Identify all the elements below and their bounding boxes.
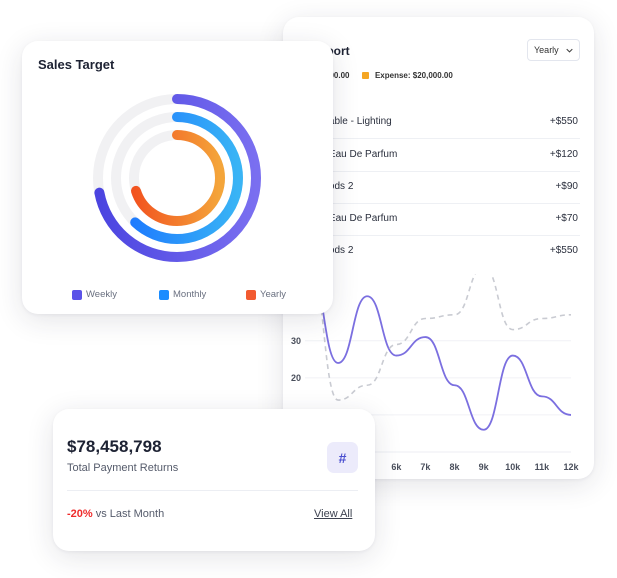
period-select-value: Yearly xyxy=(534,45,559,55)
legend-label: Monthly xyxy=(173,289,207,300)
transaction-amount: +$550 xyxy=(549,245,578,256)
series-line-dashed xyxy=(315,274,572,401)
transaction-row[interactable]: es Saint Eau De Parfum +$120 xyxy=(283,139,580,172)
payment-label: Total Payment Returns xyxy=(67,462,179,474)
y-tick-label: 20 xyxy=(291,373,301,383)
change-text: vs Last Month xyxy=(92,508,165,520)
legend-weekly: Weekly xyxy=(72,289,117,300)
legend-label: Yearly xyxy=(260,289,287,300)
series-line-solid xyxy=(314,274,572,431)
sales-target-card: Sales Target Weekly Monthly Yearly xyxy=(22,41,333,314)
transaction-row[interactable]: es Saint Eau De Parfum +$70 xyxy=(283,203,580,236)
payment-change: -20% vs Last Month xyxy=(67,508,164,520)
view-all-link[interactable]: View All xyxy=(314,508,353,520)
ring-weekly xyxy=(93,94,261,262)
legend-swatch xyxy=(246,289,256,300)
transaction-amount: +$120 xyxy=(549,149,578,160)
transaction-name: es Saint Eau De Parfum xyxy=(290,149,398,160)
legend-yearly: Yearly xyxy=(246,289,286,300)
payment-amount: $78,458,798 xyxy=(67,437,162,456)
expense-swatch xyxy=(361,72,369,79)
x-tick-label: 8k xyxy=(450,462,461,472)
change-percent: -20% xyxy=(67,508,93,520)
ring-yearly xyxy=(129,130,225,226)
legend-swatch xyxy=(159,289,169,300)
transaction-name: es Saint Eau De Parfum xyxy=(290,213,398,224)
transaction-amount: +$550 xyxy=(549,116,578,127)
transaction-amount: +$70 xyxy=(555,213,578,224)
x-tick-label: 12k xyxy=(563,462,579,472)
chevron-down-icon xyxy=(566,48,573,53)
x-tick-label: 9k xyxy=(479,462,490,472)
transaction-amount: +$90 xyxy=(555,181,578,192)
legend-swatch xyxy=(72,289,82,300)
legend-label: Weekly xyxy=(86,289,117,300)
x-tick-label: 10k xyxy=(505,462,521,472)
sales-target-rings xyxy=(93,94,261,262)
x-tick-label: 6k xyxy=(391,462,402,472)
divider xyxy=(67,490,358,491)
legend-monthly: Monthly xyxy=(159,289,206,300)
period-select[interactable]: Yearly xyxy=(527,39,580,61)
expense-value: $20,000.00 xyxy=(412,71,453,80)
x-tick-label: 11k xyxy=(535,462,551,472)
hash-icon[interactable]: # xyxy=(327,442,358,473)
transaction-row[interactable]: harger Cable - Lighting +$550 xyxy=(283,106,580,139)
ring-monthly xyxy=(111,112,243,244)
transaction-name: harger Cable - Lighting xyxy=(290,116,392,127)
y-tick-label: 30 xyxy=(291,336,301,346)
sales-target-title: Sales Target xyxy=(38,57,115,72)
x-tick-label: 7k xyxy=(420,462,431,472)
expense-key: Expense: xyxy=(374,71,411,80)
payment-returns-card: $78,458,798 Total Payment Returns # -20%… xyxy=(53,409,375,551)
